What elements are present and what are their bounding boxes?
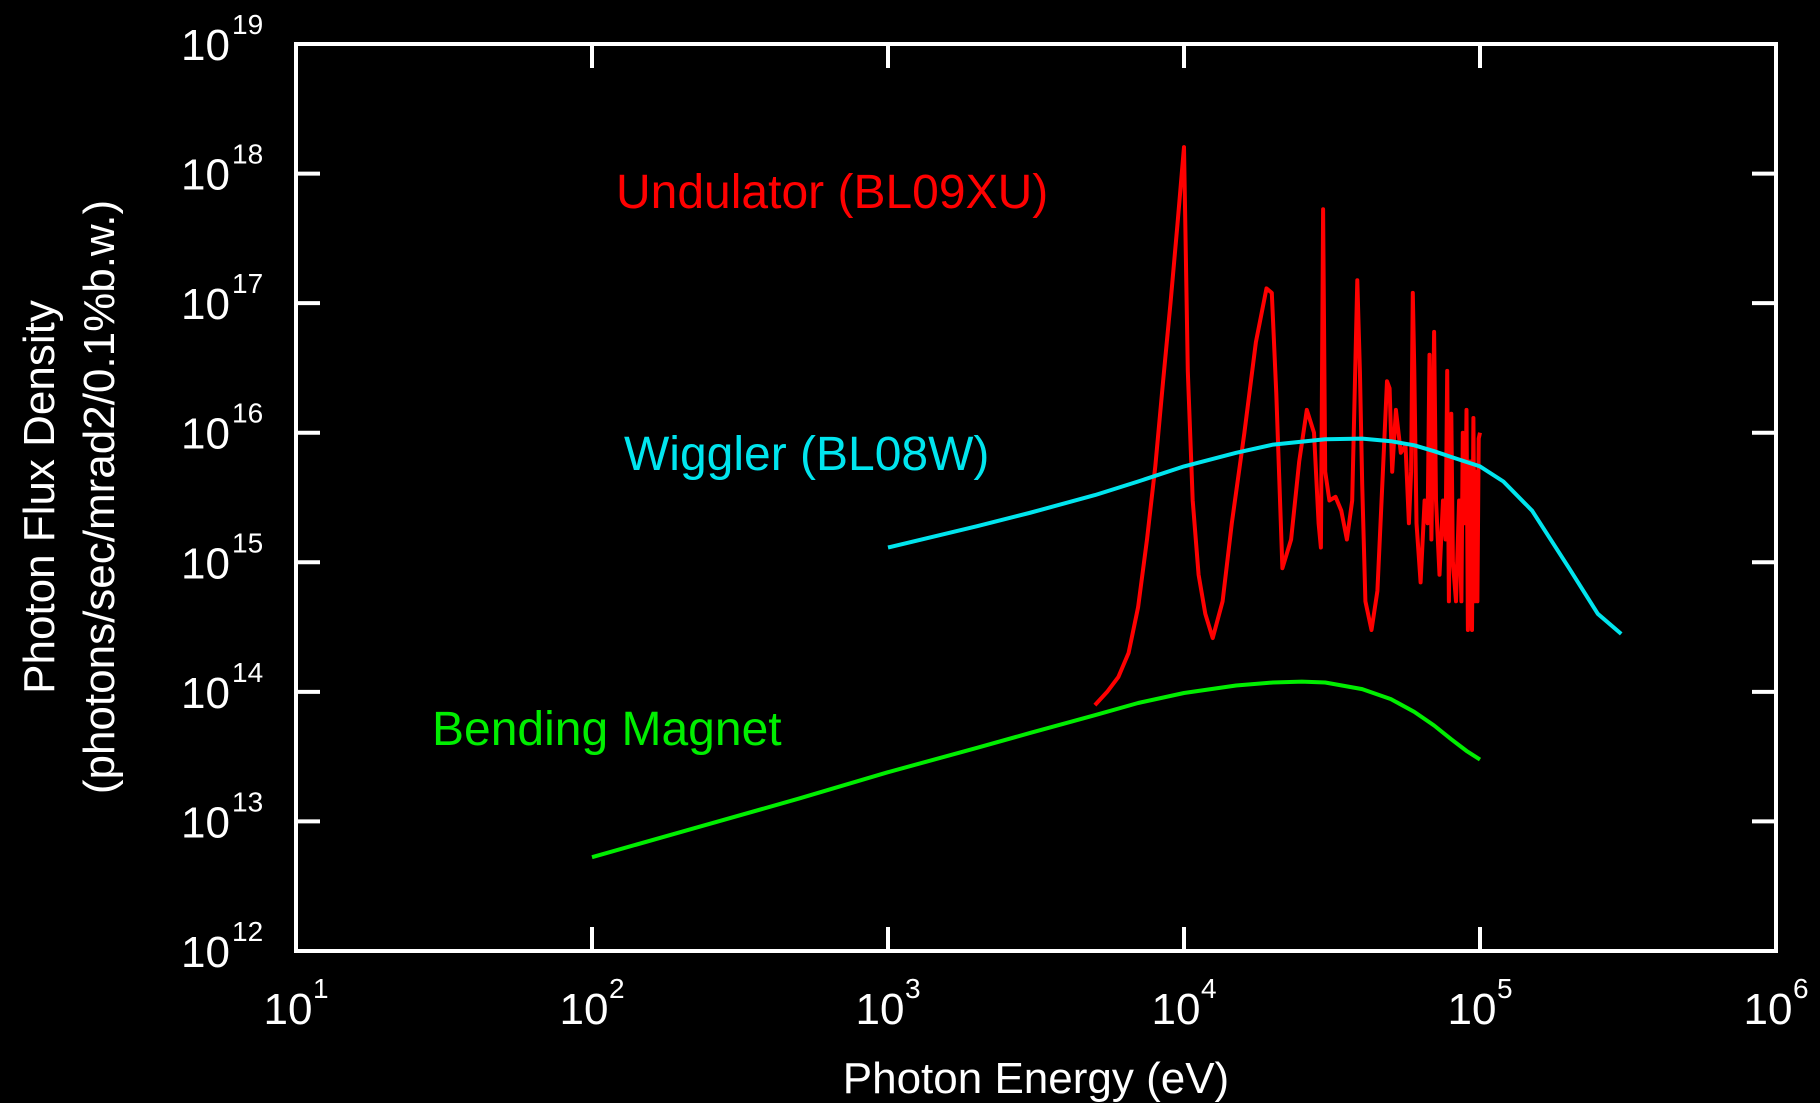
x-tick-label-base: 10 [560, 985, 609, 1034]
series-line-wiggler-bl08w [887, 436, 1623, 636]
y-tick-label-base: 10 [181, 798, 230, 847]
x-tick-label: 10 6 [1744, 973, 1809, 1034]
y-tick-label: 10 14 [181, 657, 263, 718]
series-line-bending-magnet [591, 679, 1482, 860]
y-tick-label: 10 12 [181, 916, 263, 977]
y-tick-label-base: 10 [181, 21, 230, 70]
plot-frame [294, 42, 1778, 953]
y-tick-label-base: 10 [181, 928, 230, 977]
x-tick-label-exponent: 6 [1793, 973, 1809, 1004]
y-tick-label-base: 10 [181, 280, 230, 329]
bending-magnet-label: Bending Magnet [432, 703, 782, 756]
x-tick-label-exponent: 2 [609, 973, 625, 1004]
x-tick-label: 10 1 [264, 973, 329, 1034]
x-tick-label: 10 2 [560, 973, 625, 1034]
y-axis-title-line2: (photons/sec/mrad2/0.1%b.w.) [75, 200, 124, 794]
y-tick-label: 10 15 [181, 527, 263, 588]
x-tick-label-base: 10 [264, 985, 313, 1034]
x-tick-label: 10 5 [1448, 973, 1513, 1034]
x-tick-label-exponent: 1 [313, 973, 329, 1004]
x-tick-label-base: 10 [856, 985, 905, 1034]
x-tick-label-base: 10 [1448, 985, 1497, 1034]
x-axis-title: Photon Energy (eV) [843, 1054, 1229, 1103]
x-tick-label-exponent: 3 [905, 973, 921, 1004]
y-tick-label-exponent: 15 [232, 527, 263, 558]
wiggler-label: Wiggler (BL08W) [624, 428, 989, 481]
y-tick-label: 10 19 [181, 9, 263, 70]
y-tick-label-base: 10 [181, 410, 230, 459]
y-tick-label-exponent: 13 [232, 786, 263, 817]
y-axis-title-line1: Photon Flux Density [15, 300, 64, 694]
y-tick-label: 10 17 [181, 268, 263, 329]
y-tick-label: 10 16 [181, 398, 263, 459]
series-line-undulator-bl09xu [1093, 145, 1482, 707]
y-tick-label-base: 10 [181, 151, 230, 200]
y-tick-label-exponent: 18 [232, 139, 263, 170]
series-layer [591, 145, 1623, 860]
y-tick-label-exponent: 17 [232, 268, 263, 299]
x-tick-label: 10 3 [856, 973, 921, 1034]
y-tick-label: 10 13 [181, 786, 263, 847]
y-tick-label-base: 10 [181, 539, 230, 588]
ticks-layer [294, 42, 1778, 953]
undulator-label: Undulator (BL09XU) [616, 166, 1048, 219]
y-tick-label-exponent: 12 [232, 916, 263, 947]
y-tick-label-exponent: 19 [232, 9, 263, 40]
y-tick-label-exponent: 16 [232, 398, 263, 429]
y-axis-title: Photon Flux Density (photons/sec/mrad2/0… [15, 200, 124, 794]
y-tick-label-base: 10 [181, 669, 230, 718]
x-tick-label: 10 4 [1152, 973, 1217, 1034]
x-tick-label-exponent: 4 [1201, 973, 1217, 1004]
y-tick-label-exponent: 14 [232, 657, 263, 688]
y-tick-label: 10 18 [181, 139, 263, 200]
x-tick-label-exponent: 5 [1497, 973, 1513, 1004]
x-tick-label-base: 10 [1152, 985, 1201, 1034]
x-tick-label-base: 10 [1744, 985, 1793, 1034]
